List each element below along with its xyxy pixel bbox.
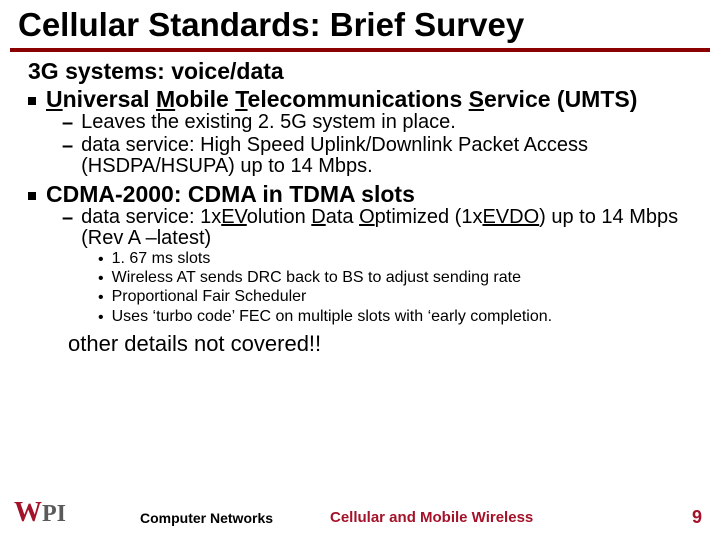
bullet-cdma2000: CDMA-2000: CDMA in TDMA slots [28, 182, 700, 207]
dash-icon: – [62, 112, 73, 135]
dot-icon: • [98, 288, 104, 307]
detail-turbo: • Uses ‘turbo code’ FEC on multiple slot… [98, 308, 700, 327]
slide-title: Cellular Standards: Brief Survey [18, 6, 702, 44]
wpi-logo-icon: W PI [14, 497, 78, 532]
detail-slots: • 1. 67 ms slots [98, 250, 700, 269]
footer-course: Computer Networks [140, 510, 273, 526]
square-bullet-icon [28, 192, 36, 200]
sub-bullet-hsdpa-text: data service: High Speed Uplink/Downlink… [81, 135, 700, 178]
svg-text:PI: PI [42, 501, 66, 527]
sub-bullet-hsdpa: – data service: High Speed Uplink/Downli… [62, 135, 700, 178]
detail-drc-text: Wireless AT sends DRC back to BS to adju… [112, 269, 521, 288]
bullet-umts-text: Universal Mobile Telecommunications Serv… [46, 87, 637, 112]
sub-bullet-leaves-text: Leaves the existing 2. 5G system in plac… [81, 112, 456, 135]
sub-bullet-evdo-text: data service: 1xEVolution Data Optimized… [81, 207, 700, 250]
title-area: Cellular Standards: Brief Survey [0, 0, 720, 46]
bullet-cdma2000-text: CDMA-2000: CDMA in TDMA slots [46, 182, 415, 207]
detail-drc: • Wireless AT sends DRC back to BS to ad… [98, 269, 700, 288]
footer: W PI Computer Networks Cellular and Mobi… [0, 498, 720, 532]
svg-text:W: W [14, 497, 42, 527]
dot-icon: • [98, 269, 104, 288]
detail-pfs-text: Proportional Fair Scheduler [112, 288, 307, 307]
footer-topic: Cellular and Mobile Wireless [330, 509, 533, 526]
dash-icon: – [62, 135, 73, 178]
dot-icon: • [98, 250, 104, 269]
dash-icon: – [62, 207, 73, 250]
closing-note: other details not covered!! [68, 331, 700, 357]
section-heading: 3G systems: voice/data [28, 58, 700, 85]
detail-pfs: • Proportional Fair Scheduler [98, 288, 700, 307]
sub-bullet-leaves: – Leaves the existing 2. 5G system in pl… [62, 112, 700, 135]
dot-icon: • [98, 308, 104, 327]
page-number: 9 [692, 507, 702, 528]
sub-bullet-evdo: – data service: 1xEVolution Data Optimiz… [62, 207, 700, 250]
bullet-umts: Universal Mobile Telecommunications Serv… [28, 87, 700, 112]
detail-slots-text: 1. 67 ms slots [112, 250, 211, 269]
detail-turbo-text: Uses ‘turbo code’ FEC on multiple slots … [112, 308, 552, 327]
content-area: 3G systems: voice/data Universal Mobile … [0, 52, 720, 357]
square-bullet-icon [28, 97, 36, 105]
